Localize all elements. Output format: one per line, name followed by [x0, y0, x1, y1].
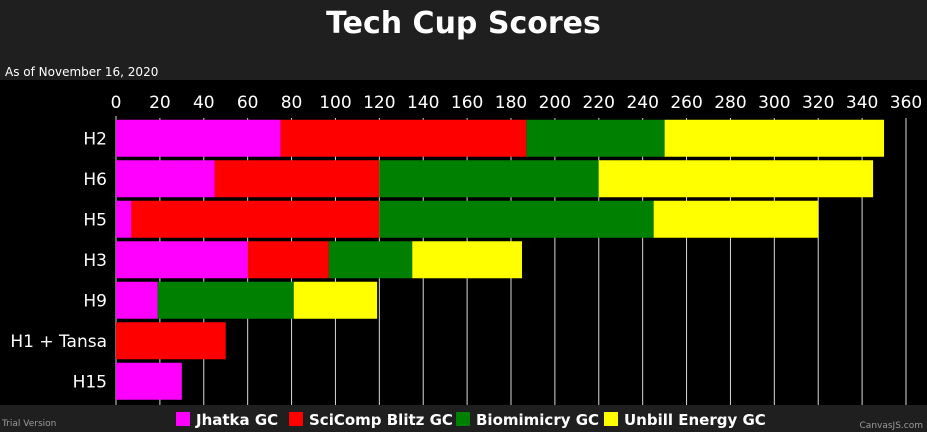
- bar-segment[interactable]: [247, 241, 329, 279]
- x-tick-label: 300: [758, 93, 790, 113]
- bar-segment[interactable]: [280, 119, 527, 157]
- legend-swatch: [604, 412, 618, 426]
- bar-segment[interactable]: [116, 362, 182, 400]
- bar-segment[interactable]: [116, 200, 132, 238]
- bar-segment[interactable]: [379, 160, 599, 198]
- legend-label: SciComp Blitz GC: [309, 411, 453, 429]
- bar-segment[interactable]: [412, 241, 522, 279]
- category-label: H1 + Tansa: [10, 332, 107, 352]
- category-label: H9: [83, 291, 107, 311]
- x-tick-label: 120: [363, 93, 395, 113]
- bar-segment[interactable]: [328, 241, 413, 279]
- bar-segment[interactable]: [157, 281, 294, 319]
- bar-segment[interactable]: [116, 322, 226, 360]
- legend-label: Biomimicry GC: [476, 411, 599, 429]
- category-label: H3: [83, 251, 107, 271]
- x-tick-label: 80: [281, 93, 303, 113]
- trial-watermark: Trial Version: [2, 419, 57, 429]
- bar-segment[interactable]: [379, 200, 654, 238]
- x-tick-label: 140: [407, 93, 439, 113]
- canvasjs-watermark: CanvasJS.com: [859, 421, 923, 431]
- bar-segment[interactable]: [116, 119, 281, 157]
- x-tick-label: 260: [670, 93, 702, 113]
- category-label: H5: [83, 210, 107, 230]
- x-tick-label: 0: [111, 93, 122, 113]
- category-label: H6: [83, 170, 107, 190]
- legend-label: Unbill Energy GC: [624, 411, 766, 429]
- category-label: H15: [73, 372, 107, 392]
- bar-segment[interactable]: [214, 160, 380, 198]
- bar-segment[interactable]: [664, 119, 885, 157]
- x-tick-label: 240: [626, 93, 658, 113]
- bar-segment[interactable]: [293, 281, 378, 319]
- x-tick-label: 100: [319, 93, 351, 113]
- legend-swatch: [289, 412, 303, 426]
- legend-swatch: [456, 412, 470, 426]
- x-tick-label: 160: [451, 93, 483, 113]
- category-label: H2: [83, 129, 107, 149]
- bar-segment[interactable]: [653, 200, 819, 238]
- bar-segment[interactable]: [116, 241, 248, 279]
- bar-segment[interactable]: [116, 160, 215, 198]
- x-tick-label: 20: [149, 93, 171, 113]
- legend-label: Jhatka GC: [195, 411, 278, 429]
- x-tick-label: 60: [237, 93, 259, 113]
- x-tick-label: 360: [890, 93, 922, 113]
- x-tick-label: 220: [583, 93, 615, 113]
- x-tick-label: 340: [846, 93, 878, 113]
- chart-subtitle: As of November 16, 2020: [5, 65, 159, 79]
- chart-title: Tech Cup Scores: [326, 6, 601, 41]
- x-tick-label: 180: [495, 93, 527, 113]
- x-tick-label: 280: [714, 93, 746, 113]
- bar-segment[interactable]: [526, 119, 665, 157]
- bar-segment[interactable]: [131, 200, 380, 238]
- bar-segment[interactable]: [116, 281, 158, 319]
- x-tick-label: 320: [802, 93, 834, 113]
- bar-segment[interactable]: [598, 160, 874, 198]
- legend-swatch: [176, 412, 190, 426]
- x-tick-label: 200: [539, 93, 571, 113]
- x-tick-label: 40: [193, 93, 215, 113]
